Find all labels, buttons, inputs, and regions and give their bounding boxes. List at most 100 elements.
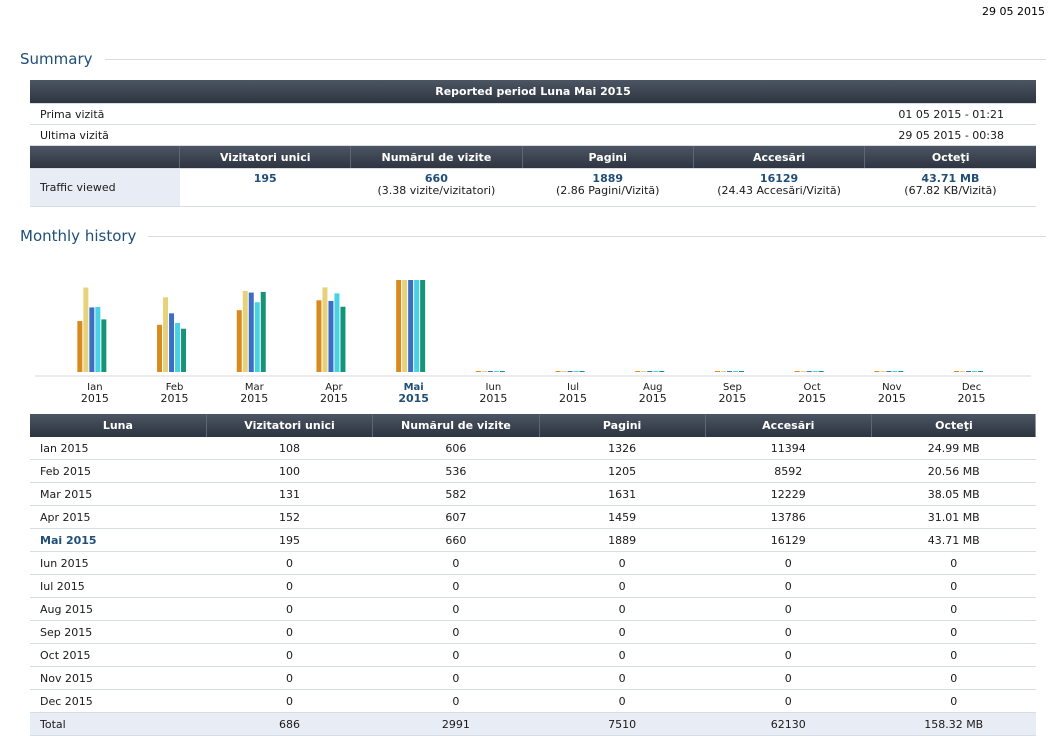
summary-col-hits: Accesări [692, 145, 865, 169]
monthly-value-cell: 0 [539, 620, 706, 644]
monthly-chart: Ian 2015 Feb 2015 Mar 2015 Apr 2015 Mai 2015 Iun 20… [35, 260, 1031, 410]
monthly-value-cell: 606 [372, 437, 540, 460]
chart-bar [414, 280, 420, 372]
traffic-visits: 660 (3.38 vizite/vizitatori) [350, 168, 523, 207]
monthly-month-cell: Mar 2015 [30, 482, 207, 506]
monthly-value-cell: 20.56 MB [871, 459, 1036, 483]
chart-bar [322, 287, 328, 372]
chart-bar [83, 287, 89, 372]
traffic-visits-sub: (3.38 vizite/vizitatori) [377, 184, 496, 197]
monthly-row: Aug 2015 0 0 0 0 0 [30, 597, 1036, 621]
traffic-pages: 1889 (2.86 Pagini/Vizită) [522, 168, 694, 207]
monthly-value-cell: 0 [539, 574, 706, 598]
chart-bar [653, 371, 659, 372]
chart-year-label: 2015 [639, 392, 667, 405]
chart-bar [659, 371, 665, 372]
chart-bar [555, 371, 561, 372]
monthly-value-cell: 0 [206, 643, 373, 667]
monthly-value-cell: 0 [372, 574, 540, 598]
monthly-value-cell: 0 [705, 620, 872, 644]
chart-bar [499, 371, 505, 372]
chart-bar [408, 280, 414, 372]
chart-bar [898, 371, 904, 372]
chart-bar [316, 300, 322, 372]
monthly-row: Iun 2015 0 0 0 0 0 [30, 551, 1036, 575]
monthly-value-cell: 0 [871, 643, 1036, 667]
monthly-value-cell: 0 [871, 574, 1036, 598]
monthly-value-cell: 0 [705, 574, 872, 598]
chart-month-label: Mai [404, 382, 424, 393]
history-heading: Monthly history [20, 227, 1046, 245]
chart-bar [794, 371, 800, 372]
chart-bar [402, 280, 408, 372]
chart-bar [573, 371, 579, 372]
monthly-value-cell: 0 [206, 620, 373, 644]
monthly-value-cell: 8592 [705, 459, 872, 483]
chart-year-label: 2015 [320, 392, 348, 405]
monthly-month-cell: Ian 2015 [30, 437, 207, 460]
chart-year-label: 2015 [240, 392, 268, 405]
monthly-value-cell: 0 [871, 689, 1036, 713]
chart-bar [396, 280, 402, 372]
monthly-col-header: Pagini [538, 414, 706, 437]
monthly-row: Iul 2015 0 0 0 0 0 [30, 574, 1036, 598]
monthly-value-cell: 660 [372, 528, 540, 552]
monthly-row: Sep 2015 0 0 0 0 0 [30, 620, 1036, 644]
monthly-value-cell: 1631 [539, 482, 706, 506]
chart-year-label: 2015 [798, 392, 826, 405]
chart-bar [475, 371, 481, 372]
monthly-value-cell: 11394 [705, 437, 872, 460]
chart-bar [181, 328, 187, 372]
chart-year-label: 2015 [718, 392, 746, 405]
chart-bar [169, 313, 175, 372]
summary-col-bytes: Octeţi [864, 145, 1036, 169]
traffic-hits-value: 16129 [759, 172, 799, 185]
monthly-month-cell: Iul 2015 [30, 574, 207, 598]
traffic-hits-sub: (24.43 Accesări/Vizită) [717, 184, 841, 197]
monthly-value-cell: 1459 [539, 505, 706, 529]
monthly-month-cell: Apr 2015 [30, 505, 207, 529]
chart-bar [720, 371, 726, 372]
last-visit-label: Ultima vizită [30, 124, 523, 146]
chart-month-label: Sep [723, 382, 742, 393]
monthly-table: Luna Vizitatori unici Numărul de vizite Pag… [30, 414, 1036, 736]
chart-year-label: 2015 [479, 392, 507, 405]
chart-bar [157, 324, 163, 372]
monthly-value-cell: 607 [372, 505, 540, 529]
chart-month-label: Mar [245, 382, 265, 393]
chart-bar [248, 292, 254, 372]
monthly-value-cell: 195 [206, 528, 373, 552]
monthly-value-cell: 1326 [539, 437, 706, 460]
chart-month-label: Aug [643, 382, 663, 393]
monthly-month-cell: Mai 2015 [30, 528, 207, 552]
monthly-month-cell: Sep 2015 [30, 620, 207, 644]
chart-bar [818, 371, 824, 372]
monthly-row: Feb 2015 100 536 1205 8592 20.56 MB [30, 459, 1036, 483]
monthly-value-cell: 0 [705, 643, 872, 667]
chart-bar [254, 302, 260, 372]
chart-bar [328, 300, 334, 372]
monthly-value-cell: 536 [372, 459, 540, 483]
monthly-col-header: Octeţi [870, 414, 1036, 437]
chart-bar [880, 371, 886, 372]
chart-bar [635, 371, 641, 372]
monthly-value-cell: 0 [539, 551, 706, 575]
chart-bar [163, 297, 169, 372]
chart-bar [738, 371, 744, 372]
chart-bar [886, 371, 892, 372]
chart-bar [954, 371, 960, 372]
traffic-hits: 16129 (24.43 Accesări/Vizită) [693, 168, 865, 207]
monthly-row: Mar 2015 131 582 1631 12229 38.05 MB [30, 482, 1036, 506]
monthly-month-cell: Nov 2015 [30, 666, 207, 690]
summary-col-pages: Pagini [521, 145, 694, 169]
monthly-value-cell: 100 [206, 459, 373, 483]
chart-bar [641, 371, 647, 372]
traffic-visitors-value: 195 [253, 172, 277, 185]
monthly-value-cell: 12229 [705, 482, 872, 506]
monthly-month-cell: Aug 2015 [30, 597, 207, 621]
monthly-value-cell: 0 [372, 597, 540, 621]
monthly-value-cell: 0 [206, 551, 373, 575]
monthly-chart-svg: Ian2015Feb2015Mar2015Apr2015Mai2015Iun20… [35, 280, 1031, 405]
period-row: Reported period Luna Mai 2015 [30, 80, 1036, 104]
monthly-value-cell: 0 [871, 597, 1036, 621]
